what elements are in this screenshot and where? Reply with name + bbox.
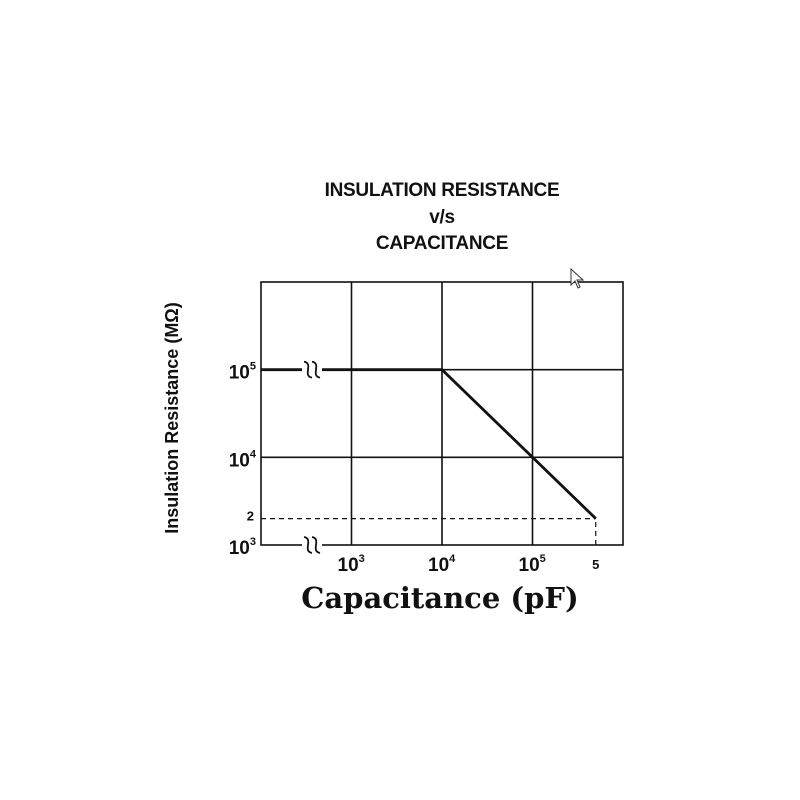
tick-labels-layer: 103 104 105 103 104 105 5 2	[229, 361, 600, 576]
x-axis-label: Capacitance (pF)	[301, 581, 578, 615]
y-axis-label: Insulation Resistance (MΩ)	[162, 302, 182, 533]
axis-break-bottom-mask	[302, 536, 322, 554]
axis-breaks-layer	[302, 360, 322, 554]
axis-break-top	[303, 360, 313, 379]
mouse-cursor-icon	[570, 268, 585, 289]
grid-layer	[260, 281, 624, 546]
y-tick-label: 105	[229, 361, 256, 384]
axis-break-bottom	[303, 536, 313, 554]
y-tick-label: 103	[229, 536, 256, 559]
y-end-label: 2	[247, 509, 254, 524]
series-line	[261, 368, 597, 520]
axis-break-top	[311, 360, 321, 379]
x-tick-label: 105	[519, 553, 546, 576]
x-end-label: 5	[592, 557, 599, 572]
x-tick-label: 103	[338, 553, 365, 576]
reference-lines-layer	[261, 518, 597, 545]
y-tick-label: 104	[229, 448, 257, 471]
chart-title-line-1: INSULATION RESISTANCE	[324, 180, 560, 201]
chart-title-line-2: v/s	[429, 207, 455, 228]
axis-break-top-mask	[302, 360, 322, 379]
x-tick-label: 104	[428, 553, 456, 576]
chart-title-line-3: CAPACITANCE	[375, 233, 509, 254]
series-layer	[261, 368, 597, 520]
axis-break-bottom	[311, 536, 321, 554]
